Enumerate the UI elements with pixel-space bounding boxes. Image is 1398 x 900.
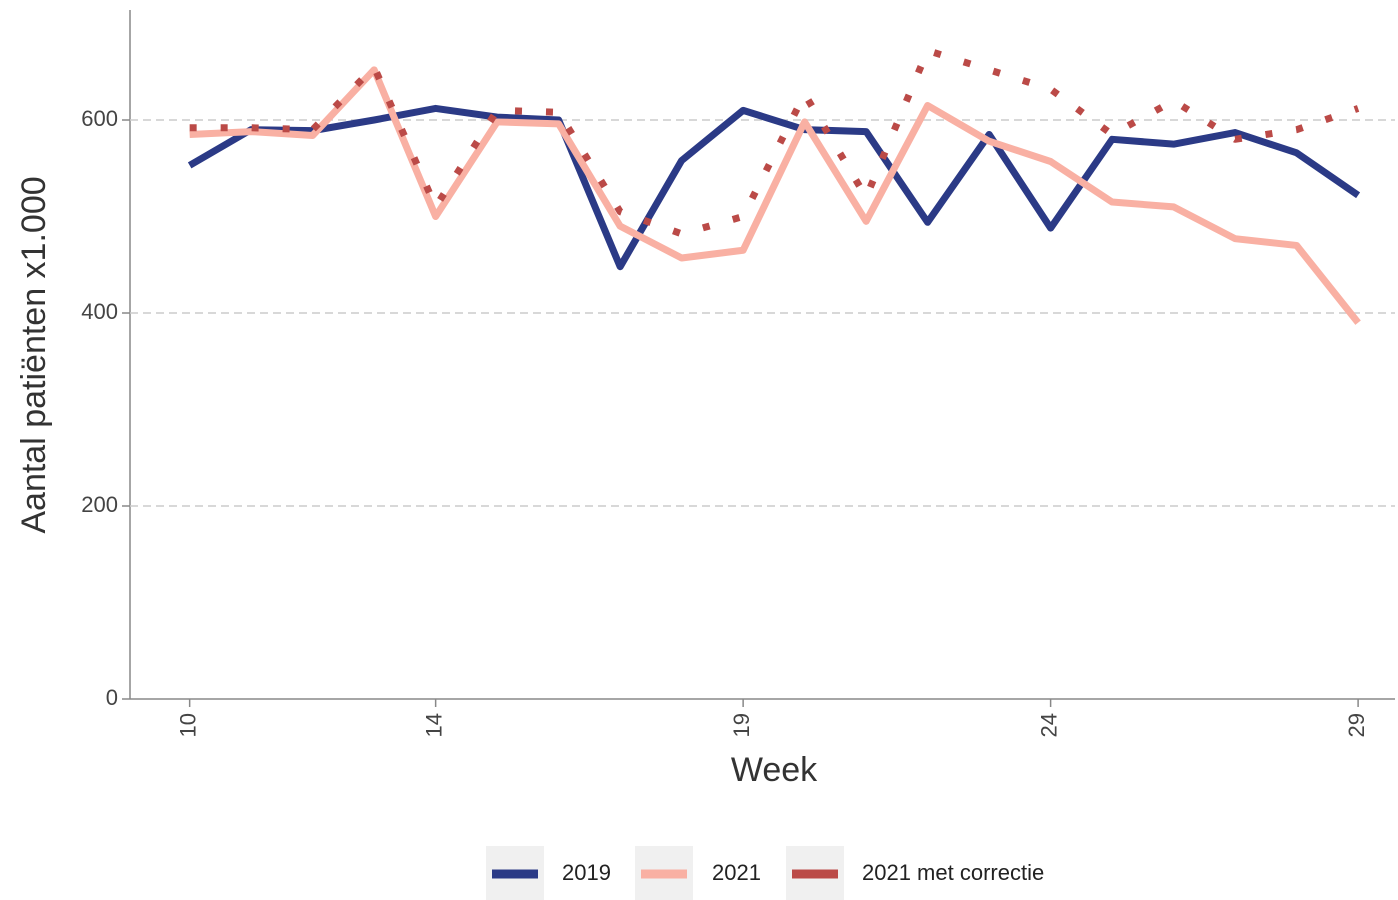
x-tick-label: 14 [421,713,446,737]
legend-label: 2021 met correctie [862,860,1044,885]
y-axis-title: Aantal patiënten x1.000 [15,176,53,533]
series-line [187,104,1361,271]
x-tick-label: 10 [175,713,200,737]
series-line [189,66,1361,325]
x-axis-title: Week [731,751,818,789]
y-tick-label: 200 [81,492,118,517]
x-tick-label: 29 [1344,713,1369,737]
legend-label: 2021 [712,860,761,885]
x-tick-label: 19 [729,713,754,737]
y-tick-label: 600 [81,106,118,131]
y-tick-label: 0 [106,685,118,710]
legend-label: 2019 [562,860,611,885]
x-tick-label: 24 [1036,713,1061,737]
y-tick-label: 400 [81,299,118,324]
